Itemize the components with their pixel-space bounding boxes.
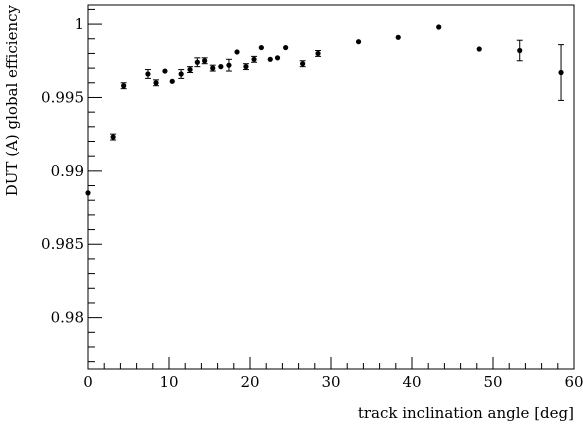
data-marker <box>121 83 127 89</box>
data-marker <box>251 56 257 62</box>
data-point <box>209 64 216 72</box>
data-marker <box>226 62 232 68</box>
data-point <box>355 39 362 45</box>
data-point <box>516 39 523 62</box>
data-point <box>162 68 168 74</box>
data-marker <box>267 56 273 62</box>
x-tick-label: 30 <box>321 373 340 391</box>
x-tick-label: 40 <box>402 373 421 391</box>
data-marker <box>395 34 401 40</box>
data-point <box>169 78 175 84</box>
data-point <box>218 64 224 70</box>
data-point <box>558 44 565 101</box>
data-point <box>120 82 127 90</box>
data-marker <box>558 69 564 76</box>
x-tick-label: 10 <box>159 373 178 391</box>
data-point <box>436 24 442 30</box>
y-tick-label: 0.98 <box>51 309 84 327</box>
data-marker <box>85 190 91 196</box>
data-point <box>274 55 281 61</box>
x-axis-label: track inclination angle [deg] <box>358 404 574 422</box>
data-point <box>258 44 264 51</box>
data-marker <box>210 65 216 71</box>
data-marker <box>218 64 224 70</box>
data-marker <box>162 68 168 74</box>
data-point <box>153 79 160 87</box>
data-marker <box>355 39 362 45</box>
x-axis: 0 10 20 30 40 50 60 <box>83 357 583 391</box>
data-point <box>283 44 289 51</box>
data-marker <box>194 59 200 65</box>
data-marker <box>517 47 523 54</box>
data-point <box>267 56 273 62</box>
data-point <box>85 190 91 196</box>
data-marker <box>178 71 184 77</box>
data-point <box>201 57 208 65</box>
data-point <box>187 66 194 74</box>
x-tick-label: 20 <box>240 373 259 391</box>
data-marker <box>169 78 175 84</box>
y-tick-label: 1 <box>74 15 84 33</box>
x-tick-label: 60 <box>564 373 583 391</box>
data-point <box>251 55 258 63</box>
y-axis-label: DUT (A) global efficiency <box>3 4 21 196</box>
data-marker <box>110 134 116 140</box>
data-marker <box>145 71 151 77</box>
data-marker <box>187 66 193 73</box>
y-tick-label: 0.995 <box>41 88 84 106</box>
data-marker <box>234 49 240 55</box>
data-marker <box>202 58 208 64</box>
data-point <box>476 46 482 52</box>
data-point <box>194 57 201 68</box>
data-points <box>85 24 565 196</box>
data-point <box>144 69 151 79</box>
data-marker <box>258 44 264 51</box>
data-marker <box>315 50 321 57</box>
data-marker <box>153 80 159 86</box>
data-point <box>395 34 401 40</box>
x-tick-label: 50 <box>483 373 502 391</box>
y-tick-label: 0.99 <box>51 162 84 180</box>
data-point <box>178 69 185 79</box>
plot-frame <box>87 4 575 370</box>
data-marker <box>300 61 306 67</box>
data-marker <box>274 55 281 61</box>
data-point <box>110 133 117 141</box>
y-axis: 0.98 0.985 0.99 0.995 1 <box>41 8 102 363</box>
data-marker <box>476 46 482 52</box>
data-point <box>315 50 322 57</box>
data-point <box>299 60 306 68</box>
data-point <box>225 58 232 72</box>
data-point <box>234 49 240 55</box>
x-tick-label: 0 <box>83 373 93 391</box>
data-marker <box>283 44 289 51</box>
data-point <box>242 63 249 71</box>
data-marker <box>436 24 442 30</box>
y-tick-label: 0.985 <box>41 235 84 253</box>
data-marker <box>243 64 249 70</box>
